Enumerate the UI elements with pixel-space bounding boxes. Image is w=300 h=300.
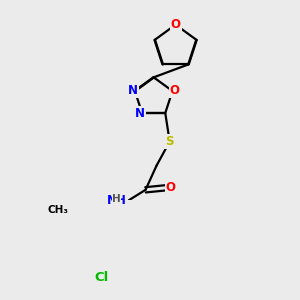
Text: N: N [135,106,145,120]
Text: N: N [128,85,138,98]
Text: O: O [58,203,68,216]
Text: Cl: Cl [94,271,109,284]
Text: CH₃: CH₃ [47,205,68,214]
Text: H: H [112,194,121,204]
Text: O: O [171,18,181,31]
Text: O: O [169,85,180,98]
Text: O: O [166,181,176,194]
Text: S: S [165,135,174,148]
Text: NH: NH [107,194,127,207]
Text: methoxy: methoxy [59,214,65,215]
